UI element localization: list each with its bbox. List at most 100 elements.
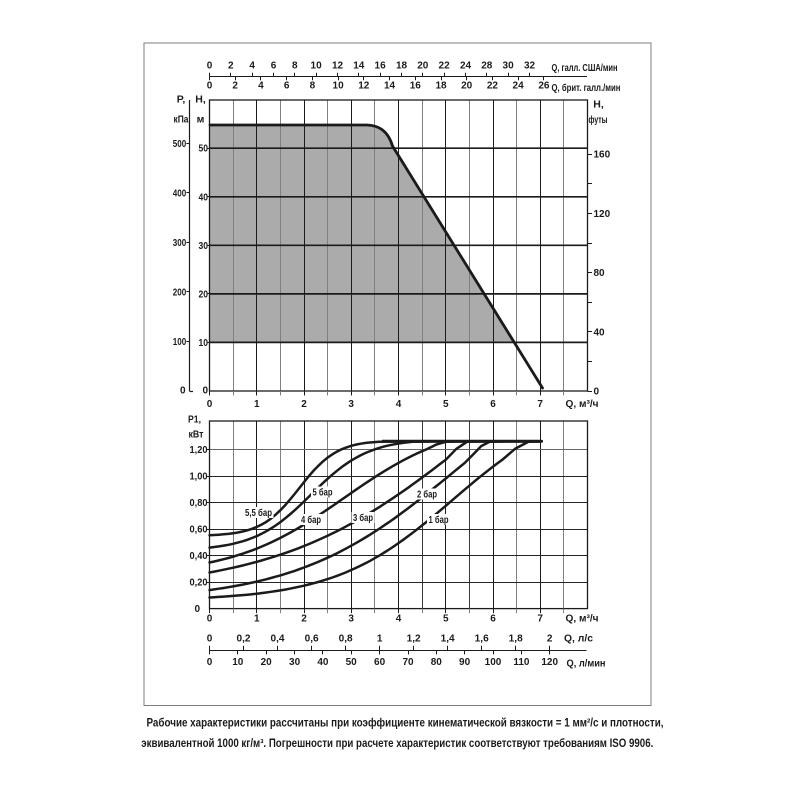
svg-text:2 бар: 2 бар: [417, 489, 437, 501]
svg-text:футы: футы: [589, 114, 608, 126]
svg-text:2: 2: [228, 61, 234, 72]
svg-text:H,: H,: [593, 99, 604, 111]
svg-text:70: 70: [402, 657, 414, 668]
svg-text:0,8: 0,8: [339, 633, 353, 644]
svg-text:2: 2: [547, 633, 553, 644]
svg-text:20: 20: [199, 289, 209, 300]
svg-text:50: 50: [346, 657, 358, 668]
svg-text:7: 7: [537, 613, 543, 624]
svg-text:3: 3: [348, 613, 354, 624]
svg-text:80: 80: [431, 657, 443, 668]
svg-text:1: 1: [254, 613, 260, 624]
svg-text:24: 24: [460, 61, 472, 72]
svg-text:P1,: P1,: [188, 414, 201, 426]
svg-text:50: 50: [199, 144, 209, 155]
svg-text:0: 0: [207, 657, 213, 668]
svg-text:м: м: [197, 114, 205, 126]
svg-text:22: 22: [487, 80, 499, 91]
svg-text:2: 2: [301, 399, 307, 410]
svg-text:100: 100: [173, 337, 187, 348]
svg-text:0,80: 0,80: [190, 498, 208, 509]
svg-text:0,4: 0,4: [271, 633, 285, 644]
svg-text:6: 6: [284, 80, 290, 91]
svg-text:5 бар: 5 бар: [313, 487, 333, 499]
svg-text:60: 60: [374, 657, 386, 668]
svg-text:H,: H,: [195, 94, 206, 106]
svg-text:22: 22: [439, 61, 451, 72]
svg-text:8: 8: [292, 61, 298, 72]
svg-text:Q, м³/ч: Q, м³/ч: [566, 399, 599, 410]
svg-text:1 бар: 1 бар: [429, 514, 449, 526]
svg-text:1,8: 1,8: [509, 633, 523, 644]
svg-text:1,20: 1,20: [190, 445, 208, 456]
svg-text:1,4: 1,4: [441, 633, 455, 644]
svg-text:30: 30: [289, 657, 301, 668]
svg-text:8: 8: [310, 80, 316, 91]
svg-text:0: 0: [207, 80, 213, 91]
svg-text:100: 100: [485, 657, 502, 668]
svg-text:0,2: 0,2: [237, 633, 251, 644]
svg-text:400: 400: [173, 188, 187, 199]
svg-text:1,2: 1,2: [407, 633, 421, 644]
svg-text:0: 0: [207, 399, 213, 410]
svg-text:Q, л/с: Q, л/с: [564, 633, 593, 644]
svg-text:Q, галл. США/мин: Q, галл. США/мин: [552, 63, 618, 74]
svg-text:20: 20: [461, 80, 473, 91]
svg-text:500: 500: [173, 139, 187, 150]
svg-text:0: 0: [207, 633, 213, 644]
svg-text:28: 28: [481, 61, 493, 72]
svg-text:30: 30: [199, 241, 209, 252]
svg-text:10: 10: [333, 80, 345, 91]
svg-text:4: 4: [249, 61, 255, 72]
svg-text:10: 10: [311, 61, 323, 72]
svg-text:40: 40: [594, 327, 606, 338]
svg-text:0: 0: [202, 386, 208, 397]
svg-text:90: 90: [459, 657, 471, 668]
svg-text:2: 2: [301, 613, 307, 624]
svg-text:7: 7: [537, 399, 543, 410]
svg-text:80: 80: [594, 268, 606, 279]
svg-text:12: 12: [332, 61, 344, 72]
svg-text:1: 1: [254, 399, 260, 410]
svg-text:кВт: кВт: [189, 429, 204, 441]
svg-text:P,: P,: [177, 94, 186, 106]
svg-text:16: 16: [375, 61, 387, 72]
svg-text:1,6: 1,6: [475, 633, 489, 644]
svg-text:кПа: кПа: [174, 114, 189, 126]
svg-text:3 бар: 3 бар: [353, 512, 373, 524]
svg-text:Q, брит. галл./мин: Q, брит. галл./мин: [552, 82, 621, 94]
svg-text:4: 4: [258, 80, 264, 91]
svg-text:10: 10: [232, 657, 244, 668]
svg-text:1,00: 1,00: [190, 472, 208, 483]
svg-text:40: 40: [199, 192, 209, 203]
svg-text:эквивалентной 1000 кг/м³. Погр: эквивалентной 1000 кг/м³. Погрешности пр…: [141, 738, 653, 750]
svg-text:300: 300: [173, 238, 187, 249]
svg-text:18: 18: [435, 80, 447, 91]
svg-text:0: 0: [180, 386, 186, 397]
svg-text:120: 120: [541, 657, 558, 668]
svg-text:20: 20: [261, 657, 273, 668]
svg-text:20: 20: [417, 61, 429, 72]
svg-text:0: 0: [207, 613, 213, 624]
svg-text:200: 200: [173, 287, 187, 298]
svg-text:0: 0: [594, 387, 600, 398]
svg-text:5: 5: [443, 399, 449, 410]
svg-text:6: 6: [490, 613, 496, 624]
svg-text:0,40: 0,40: [190, 551, 208, 562]
svg-text:0: 0: [207, 61, 213, 72]
svg-text:Q, л/мин: Q, л/мин: [567, 658, 606, 669]
svg-text:160: 160: [594, 150, 611, 161]
svg-text:6: 6: [271, 61, 277, 72]
svg-text:14: 14: [353, 61, 365, 72]
svg-text:0,20: 0,20: [190, 578, 208, 589]
svg-text:Рабочие характеристики рассчит: Рабочие характеристики рассчитаны при ко…: [147, 718, 664, 730]
svg-text:30: 30: [503, 61, 515, 72]
svg-text:40: 40: [317, 657, 329, 668]
svg-text:24: 24: [513, 80, 525, 91]
svg-text:110: 110: [513, 657, 530, 668]
svg-text:32: 32: [524, 61, 536, 72]
svg-text:12: 12: [358, 80, 370, 91]
svg-text:4: 4: [396, 613, 402, 624]
svg-text:1: 1: [377, 633, 383, 644]
svg-text:0,6: 0,6: [305, 633, 319, 644]
